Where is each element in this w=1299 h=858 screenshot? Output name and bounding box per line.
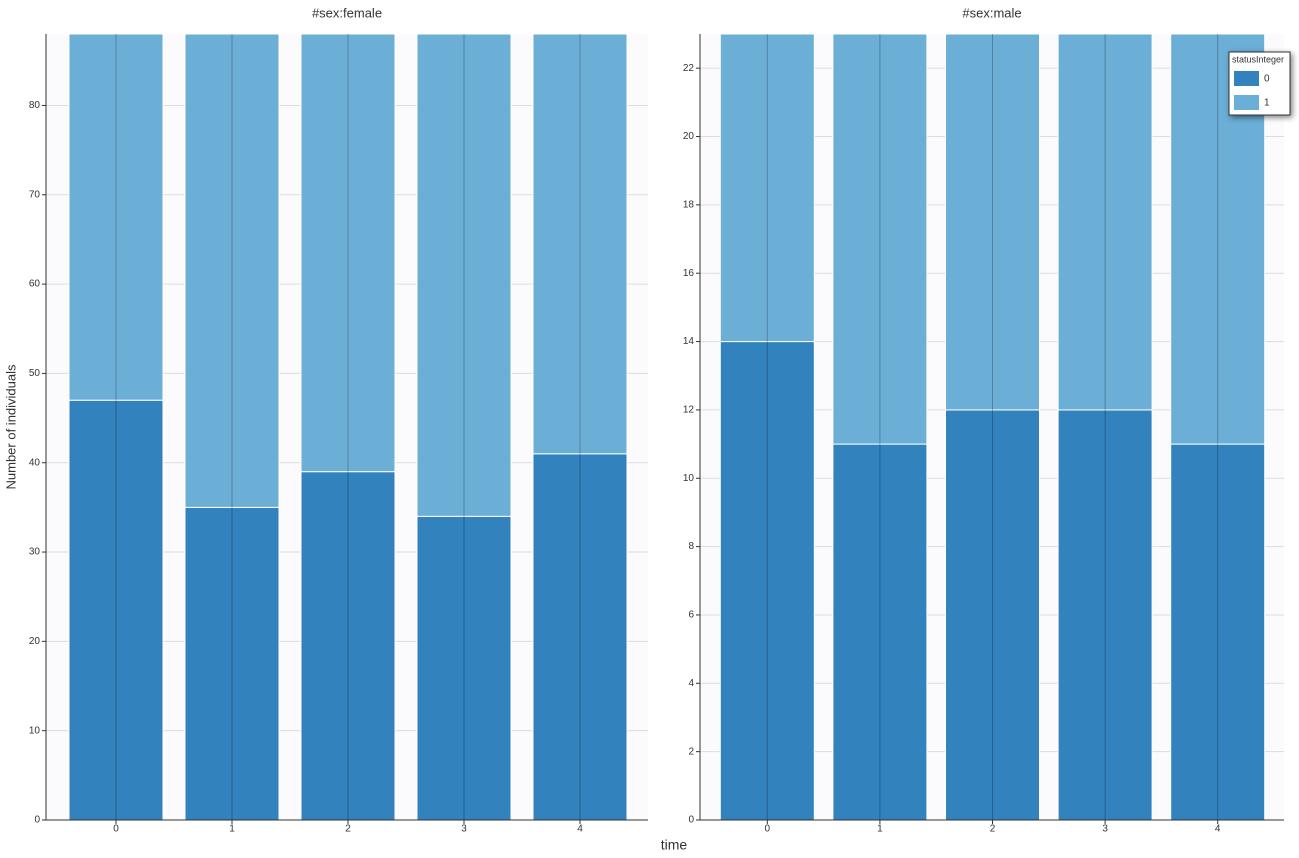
legend-swatch <box>1234 71 1259 86</box>
y-tick-label: 4 <box>688 678 694 689</box>
y-tick-label: 6 <box>688 610 694 621</box>
x-tick-label: 3 <box>461 824 467 835</box>
y-tick-label: 50 <box>29 368 41 379</box>
x-tick-label: 4 <box>1215 824 1221 835</box>
y-tick-label: 0 <box>34 815 40 826</box>
y-tick-label: 12 <box>683 405 695 416</box>
bar <box>1057 409 1153 821</box>
y-tick-label: 18 <box>683 200 695 211</box>
y-tick-label: 0 <box>688 815 694 826</box>
bar <box>945 33 1040 411</box>
bar <box>532 453 628 821</box>
bar <box>68 33 164 401</box>
x-tick-label: 2 <box>990 824 996 835</box>
panel-title: #sex:male <box>962 5 1021 20</box>
bar <box>68 399 164 821</box>
bar <box>945 409 1040 821</box>
bar <box>719 341 815 821</box>
x-tick-label: 1 <box>877 824 883 835</box>
panel-title: #sex:female <box>312 5 382 20</box>
bar <box>832 443 928 821</box>
y-tick-label: 40 <box>29 457 41 468</box>
y-tick-label: 60 <box>29 279 41 290</box>
y-tick-label: 22 <box>683 63 695 74</box>
x-axis-title: time <box>661 837 688 853</box>
y-tick-label: 14 <box>683 336 695 347</box>
bar <box>300 33 396 473</box>
x-tick-label: 1 <box>229 824 235 835</box>
x-tick-label: 0 <box>113 824 119 835</box>
y-tick-label: 80 <box>29 100 41 111</box>
bar <box>532 33 628 455</box>
bar <box>719 33 815 343</box>
legend-swatch <box>1234 95 1259 110</box>
y-tick-label: 20 <box>683 131 695 142</box>
y-tick-label: 2 <box>688 746 694 757</box>
bar <box>1057 33 1153 411</box>
y-tick-label: 30 <box>29 547 41 558</box>
x-tick-label: 4 <box>577 824 583 835</box>
bar <box>416 515 512 821</box>
y-tick-label: 16 <box>683 268 695 279</box>
y-tick-label: 8 <box>688 541 694 552</box>
x-tick-label: 2 <box>345 824 351 835</box>
bar <box>300 471 396 821</box>
y-tick-label: 70 <box>29 189 41 200</box>
bar <box>184 506 280 821</box>
bar <box>184 33 280 508</box>
bar <box>832 33 928 445</box>
y-axis-title: Number of individuals <box>3 364 18 490</box>
bar <box>1170 443 1266 821</box>
y-tick-label: 10 <box>683 473 695 484</box>
bar <box>416 33 512 517</box>
y-tick-label: 20 <box>29 636 41 647</box>
legend-label: 1 <box>1264 98 1270 109</box>
x-tick-label: 0 <box>765 824 771 835</box>
x-tick-label: 3 <box>1102 824 1108 835</box>
legend-title: statusInteger <box>1232 54 1284 64</box>
y-tick-label: 10 <box>29 725 41 736</box>
legend-label: 0 <box>1264 74 1270 85</box>
